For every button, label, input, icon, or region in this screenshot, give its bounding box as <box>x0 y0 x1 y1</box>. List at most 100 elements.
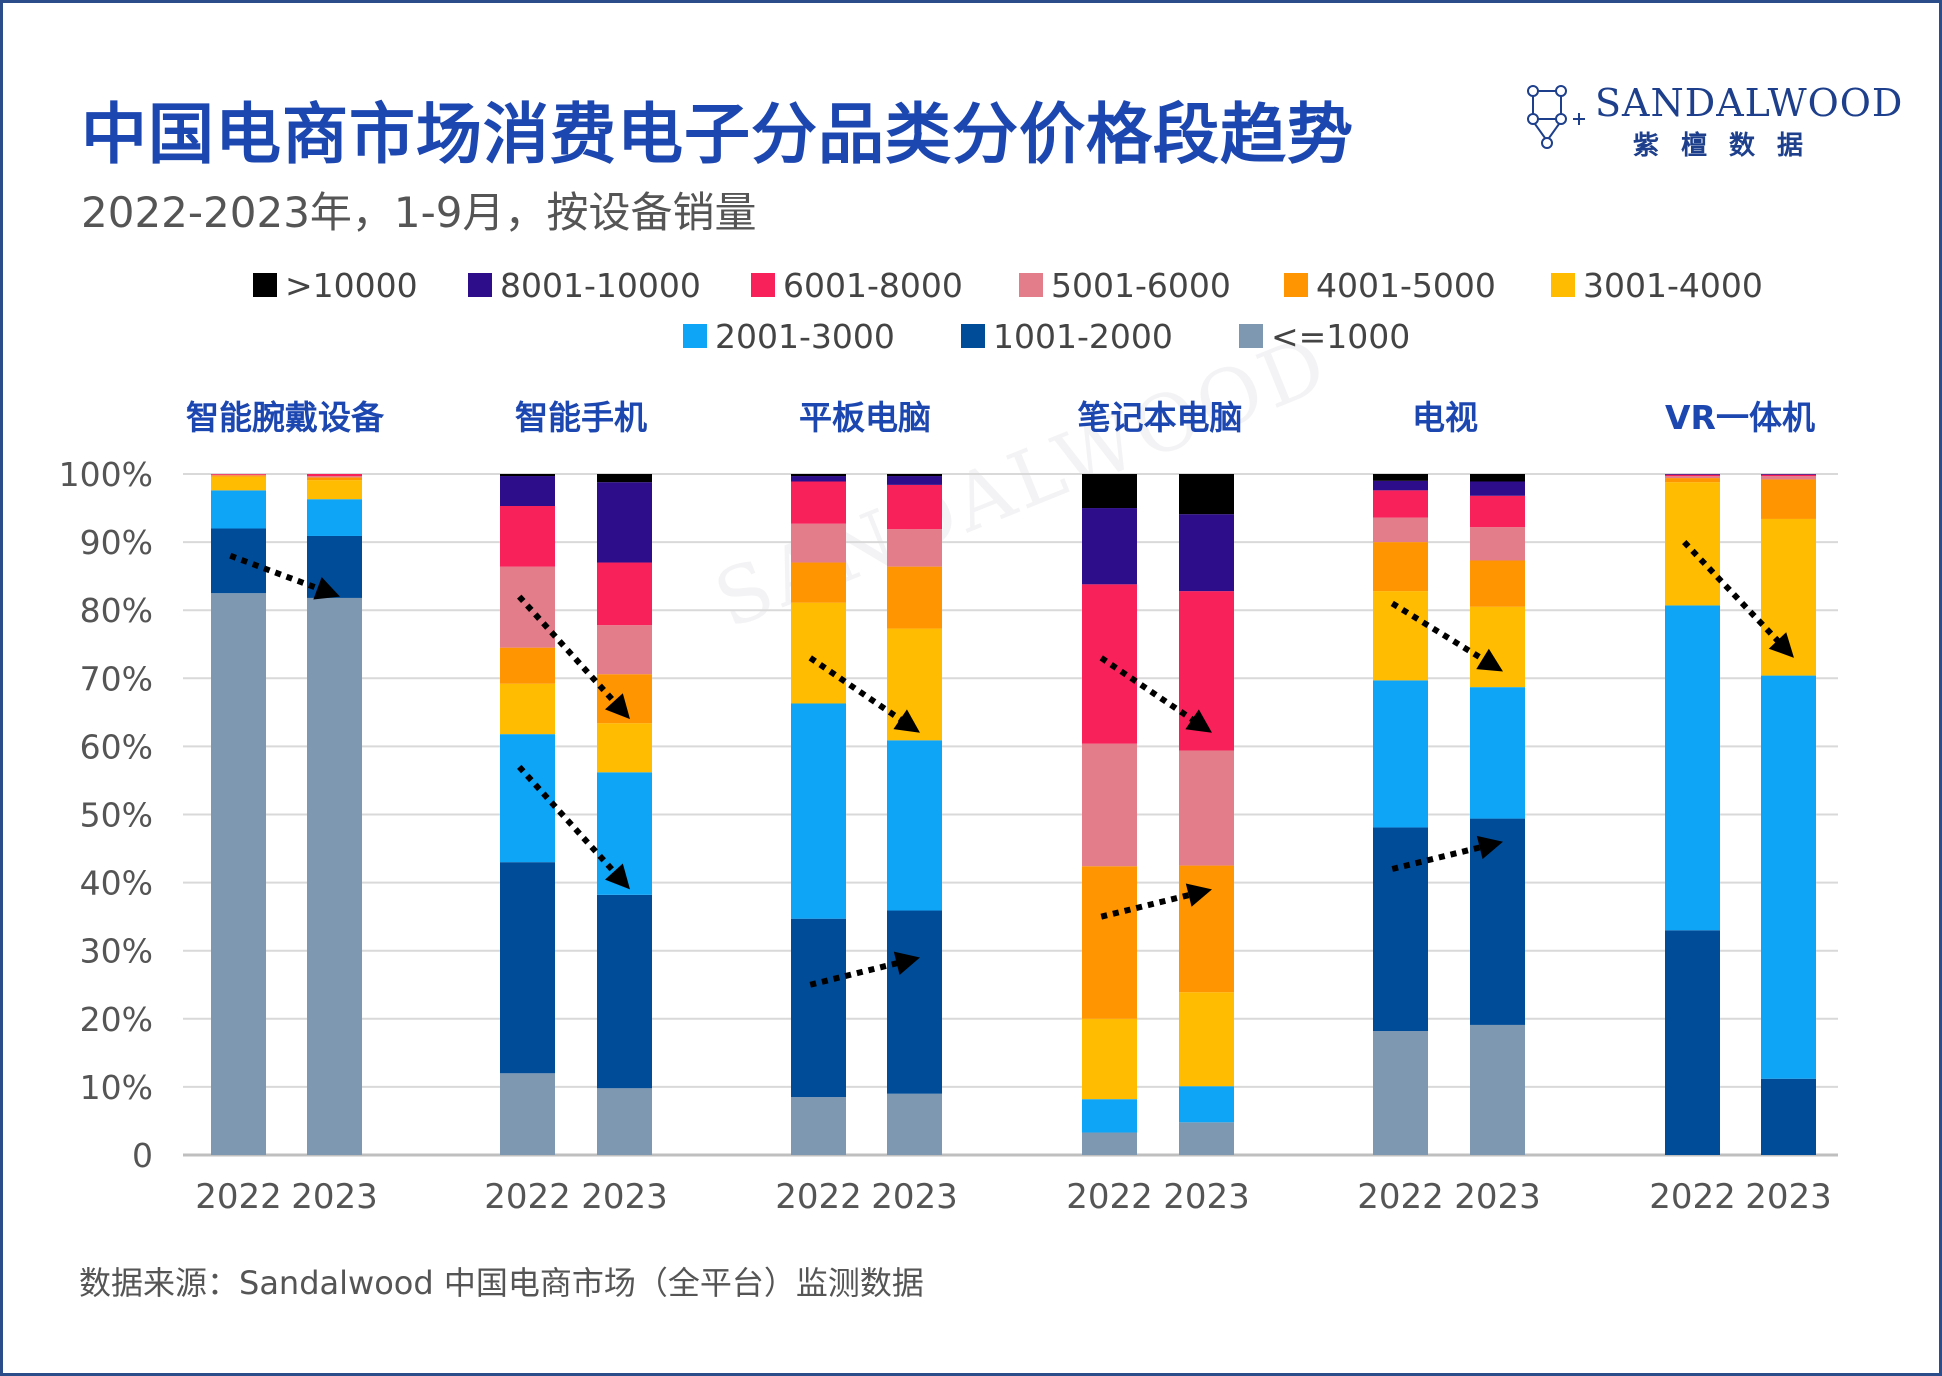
bar-segment <box>887 628 942 741</box>
bar-segment <box>1470 474 1525 482</box>
arrow-line <box>1391 841 1493 872</box>
bar-segment <box>887 740 942 911</box>
arrow-head <box>893 709 920 733</box>
legend-label: 4001-5000 <box>1316 266 1496 305</box>
chart-legend: >10000 8001-10000 6001-8000 5001-6000 4001-5… <box>253 266 1763 356</box>
bar-segment <box>1665 605 1720 931</box>
legend-swatch <box>468 273 492 297</box>
bar-segment <box>791 562 846 603</box>
bar-segment <box>887 476 942 485</box>
bar-segment <box>1082 1099 1137 1133</box>
page-title: 中国电商市场消费电子分品类分价格段趋势 <box>81 96 1354 173</box>
y-axis: 0 10% 20% 30% 40% 50% 60% 70% 80% 90% 100% <box>59 455 153 1175</box>
bar-segment <box>1665 476 1720 479</box>
bar-segment <box>1665 474 1720 477</box>
bar-segment <box>1179 1122 1234 1155</box>
bar-segment <box>307 476 362 478</box>
bar-segment <box>1179 750 1234 866</box>
bar-segment <box>1665 478 1720 483</box>
logo-mark-icon <box>1527 85 1585 149</box>
legend-item: 1001-2000 <box>961 317 1173 356</box>
bar-segment <box>597 1088 652 1155</box>
legend-item: 2001-3000 <box>683 317 895 356</box>
bar-segment <box>1470 687 1525 819</box>
arrow-line <box>229 552 330 596</box>
bar-segment <box>1179 474 1234 515</box>
page-subtitle: 2022-2023年，1-9月，按设备销量 <box>81 188 757 237</box>
category-label: 智能手机 <box>515 398 647 437</box>
arrow-head <box>313 576 340 600</box>
bar-segment <box>1373 517 1428 543</box>
y-tick-label: 60% <box>80 727 153 766</box>
trend-arrows <box>229 540 1794 988</box>
bar-segment <box>500 476 555 507</box>
bar-segment <box>1179 1086 1234 1123</box>
bar-segment <box>1761 675 1816 1079</box>
x-tick-label: 2022 <box>1649 1177 1736 1217</box>
legend-item: 5001-6000 <box>1019 266 1231 305</box>
legend-item: 4001-5000 <box>1284 266 1496 305</box>
bar-segment <box>597 625 652 675</box>
bar-segment <box>1373 680 1428 828</box>
chart-bars <box>211 474 1816 1155</box>
x-tick-label: 2023 <box>581 1177 668 1217</box>
legend-label: 8001-10000 <box>500 266 701 305</box>
category-label: 平板电脑 <box>799 398 931 437</box>
x-tick-label: 2023 <box>1454 1177 1541 1217</box>
x-tick-label: 2023 <box>1163 1177 1250 1217</box>
x-tick-label: 2022 <box>484 1177 571 1217</box>
trend-arrow <box>517 594 630 720</box>
bar-segment <box>1082 474 1137 509</box>
y-tick-label: 80% <box>80 591 153 630</box>
chart-grid <box>183 473 1838 1157</box>
bar-segment <box>1470 560 1525 607</box>
arrow-line <box>517 594 625 713</box>
bar-segment <box>1082 743 1137 867</box>
category-group <box>1665 474 1816 1155</box>
legend-swatch <box>1284 273 1308 297</box>
bar-segment <box>1082 866 1137 1019</box>
brand-logo: SANDALWOOD 紫檀数据 <box>1521 77 1902 161</box>
bar-segment <box>1470 606 1525 688</box>
legend-swatch <box>1019 273 1043 297</box>
y-tick-label: 90% <box>80 523 153 562</box>
bar-segment <box>1665 930 1720 1155</box>
y-tick-label: 0 <box>132 1136 153 1175</box>
arrow-head <box>893 951 920 975</box>
trend-arrow <box>1100 883 1212 920</box>
bar-segment <box>1373 480 1428 491</box>
bar-segment <box>1761 474 1816 475</box>
logo-chinese-name: 紫檀数据 <box>1633 131 1826 161</box>
x-tick-label: 2022 <box>1357 1177 1444 1217</box>
category-group <box>1082 474 1234 1155</box>
arrow-head <box>1185 709 1212 733</box>
legend-label: 3001-4000 <box>1583 266 1763 305</box>
legend-swatch <box>1239 324 1263 348</box>
bar-segment <box>791 481 846 524</box>
bar-segment <box>1373 542 1428 592</box>
trend-arrow <box>1099 655 1212 733</box>
bar-segment <box>1082 584 1137 744</box>
bar-segment <box>1373 827 1428 1032</box>
bar-segment <box>791 523 846 563</box>
data-source-note: 数据来源：Sandalwood 中国电商市场（全平台）监测数据 <box>79 1264 924 1302</box>
bar-segment <box>597 474 652 483</box>
bar-segment <box>1665 482 1720 606</box>
legend-swatch <box>1551 273 1575 297</box>
bar-segment <box>887 1093 942 1155</box>
trend-arrow <box>1391 835 1503 872</box>
legend-label: >10000 <box>285 266 418 305</box>
bar-segment <box>500 862 555 1074</box>
bar-segment <box>791 602 846 704</box>
trend-arrow <box>1682 540 1794 658</box>
bar-segment <box>1470 527 1525 561</box>
y-tick-label: 10% <box>80 1068 153 1107</box>
bar-segment <box>887 474 942 477</box>
x-tick-label: 2022 <box>1066 1177 1153 1217</box>
trend-arrow <box>809 951 920 988</box>
bar-segment <box>887 484 942 530</box>
category-label: 笔记本电脑 <box>1078 398 1243 437</box>
y-tick-label: 20% <box>80 1000 153 1039</box>
bar-segment <box>307 474 362 477</box>
